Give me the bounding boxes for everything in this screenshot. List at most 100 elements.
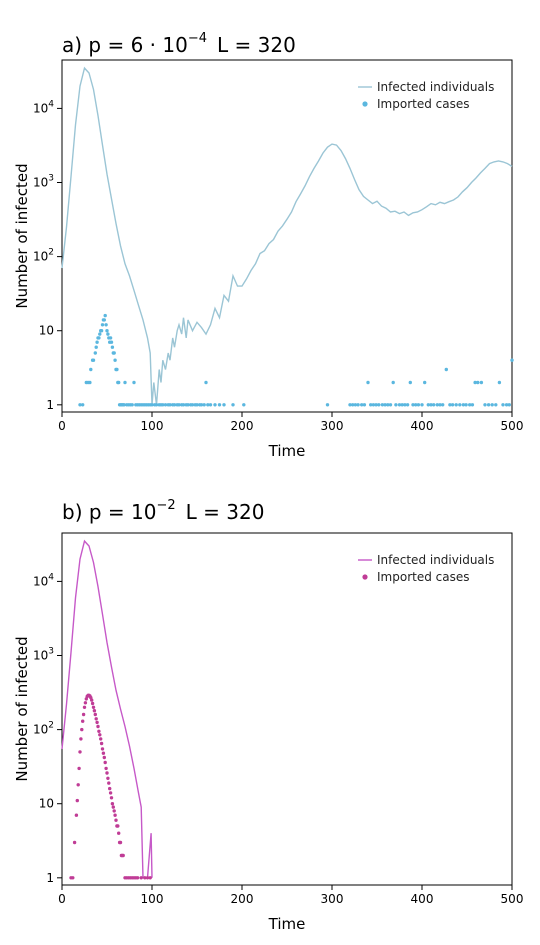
panel-a-imported-point [497,380,502,385]
panel-a-imported-point [213,403,217,407]
panel-b-imported-point [90,698,94,702]
panel-a-imported-point [206,403,210,407]
panel-a-x-tick-label: 0 [58,419,66,433]
panel-a: a) p = 6 · 10−4 L = 320 0 100 200 300 400 500 … [13,31,523,460]
panel-b-x-tick-label: 500 [501,892,524,906]
panel-a-title-suffix: L = 320 [217,33,296,57]
panel-a-imported-point [362,403,367,407]
panel-a-legend-infected: Infected individuals [377,80,494,94]
panel-b-imported-point [81,719,85,723]
panel-a-x-tick-label: 100 [141,419,164,433]
panel-b-x-tick-label: 400 [411,892,434,906]
panel-a-y-tick-label: 104 [33,99,54,115]
panel-a-plot-frame [61,59,513,413]
panel-a-x-tick-label: 200 [231,419,254,433]
panel-a-x-tick-label: 500 [501,419,524,433]
panel-a-imported-point [168,403,172,407]
panel-b-imported-point [75,798,80,803]
panel-a-imported-point [356,403,360,407]
panel-a-imported-point [150,403,154,407]
panel-b-imported-point [98,733,102,737]
panel-a-imported-point [444,367,448,372]
panel-b-imported-point [95,720,99,725]
panel-a-infected-line [61,66,513,405]
panel-a-imported-point [130,403,134,407]
panel-b-legend-imported: Imported cases [377,570,469,584]
panel-b-imported-point [121,853,125,858]
panel-a-imported-point [414,403,418,407]
panel-b-imported-point [103,760,107,765]
panel-b-imported-point [81,712,86,717]
panel-a-x-tick-label: 400 [411,419,434,433]
panel-a-y-tick-label: 10 [39,324,54,338]
panel-a-imported-point [348,403,352,407]
panel-a-title-exponent: −4 [188,31,207,46]
panel-a-imported-point [383,403,387,407]
panel-b-imported-point [83,701,88,705]
panel-a-imported-dots [78,313,514,407]
panel-b-imported-point [92,709,97,713]
panel-a-imported-point [473,380,477,385]
panel-b-x-axis-label: Time [268,915,306,933]
panel-a-legend-dot-swatch [362,101,368,107]
panel-a-imported-point [429,403,433,407]
panel-a-imported-point [435,403,439,407]
panel-a-imported-point [93,351,98,355]
panel-a-imported-point [78,403,82,407]
panel-a-imported-point [105,329,109,333]
panel-b-x-tick-label: 300 [321,892,344,906]
panel-b-imported-point [99,737,103,741]
panel-b-imported-point [148,876,152,880]
panel-a-imported-point [98,332,102,336]
panel-a-imported-point [190,403,195,407]
panel-b-imported-point [94,717,98,721]
panel-a-imported-point [115,367,119,372]
panel-a-imported-point [510,358,514,362]
panel-b-title-exponent: −2 [156,498,175,513]
panel-a-imported-point [222,403,226,407]
panel-b-imported-point [77,766,81,771]
panel-b-imported-point [78,750,82,754]
panel-a-imported-point [122,403,126,407]
panel-a-imported-point [397,403,402,407]
panel-a-x-ticks: 0 100 200 300 400 500 [58,412,523,433]
panel-b-infected-line [61,539,153,879]
panel-b-imported-point [114,818,118,822]
panel-a-imported-point [450,403,455,407]
panel-b-imported-point [135,876,140,880]
panel-a-y-ticks: 1 10 102 103 104 [33,99,62,412]
panel-a-imported-point [483,403,487,407]
panel-a-imported-point [353,403,358,407]
panel-a-imported-point [405,403,410,407]
panel-b-imported-point [93,712,98,717]
panel-b-imported-point [143,876,147,880]
panel-a-imported-point [464,403,468,407]
panel-a-imported-point [432,403,436,407]
panel-a-legend-imported: Imported cases [377,97,469,111]
panel-a-imported-point [204,380,208,385]
panel-a-imported-point [416,403,421,407]
panel-b-imported-point [116,824,120,828]
panel-b-title: b) p = 10−2 L = 320 [62,498,264,524]
panel-b-imported-point [72,840,77,845]
panel-b-x-ticks: 0 100 200 300 400 500 [58,885,523,906]
panel-a-imported-point [386,403,390,407]
panel-b-y-tick-label: 10 [39,797,54,811]
panel-a-imported-point [494,403,498,407]
panel-a-imported-point [181,403,186,407]
panel-a-imported-point [403,403,407,407]
panel-a-imported-point [470,403,475,407]
panel-a-imported-point [377,403,381,407]
panel-a-y-axis-label: Number of infected [13,163,31,308]
panel-b-imported-point [113,813,117,817]
panel-b-imported-point [105,771,109,775]
panel-b-imported-point [111,805,116,809]
panel-b-imported-dots [69,693,152,880]
panel-b-legend-infected: Infected individuals [377,553,494,567]
panel-a-imported-point [441,403,445,407]
panel-b-imported-point [110,802,115,806]
panel-b-imported-point [139,876,143,880]
panel-b-imported-point [117,831,121,835]
panel-b-y-tick-label: 1 [46,871,54,885]
